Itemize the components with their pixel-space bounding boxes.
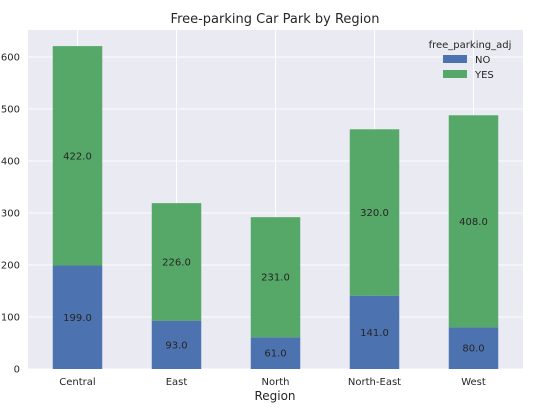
bar-yes-north [250, 217, 301, 338]
y-tick-label: 0 [14, 365, 20, 376]
data-label: 80.0 [462, 344, 484, 355]
x-axis-label: Region [254, 389, 295, 403]
data-label: 408.0 [459, 217, 488, 228]
data-label: 199.0 [63, 313, 92, 324]
y-axis: 0 100 200 300 400 500 600 [1, 53, 20, 376]
data-label: 93.0 [165, 340, 187, 351]
bars [52, 46, 499, 369]
data-label: 422.0 [63, 151, 92, 162]
bar-yes-north-east [349, 129, 400, 296]
bar-no-central [52, 265, 103, 369]
y-tick-label: 400 [1, 157, 20, 168]
bar-no-east [151, 320, 202, 369]
y-tick-label: 100 [1, 313, 20, 324]
bar-no-west [448, 327, 499, 369]
data-label: 226.0 [162, 257, 191, 268]
bar-yes-central [52, 46, 103, 266]
legend-label-yes: YES [474, 70, 494, 81]
bar-yes-east [151, 203, 202, 321]
y-tick-label: 500 [1, 105, 20, 116]
data-label: 320.0 [360, 208, 389, 219]
x-tick-label: East [166, 377, 188, 388]
data-label: 231.0 [261, 273, 290, 284]
x-tick-label: Central [59, 377, 95, 388]
legend-swatch-no [443, 55, 467, 63]
x-tick-label: West [461, 377, 486, 388]
x-tick-label: North-East [348, 377, 401, 388]
data-label: 61.0 [264, 349, 286, 360]
chart-title: Free-parking Car Park by Region [171, 12, 380, 27]
x-tick-label: North [262, 377, 290, 388]
y-tick-label: 300 [1, 209, 20, 220]
y-tick-label: 600 [1, 53, 20, 64]
legend-title: free_parking_adj [429, 40, 512, 51]
bar-no-north [250, 337, 301, 369]
legend: free_parking_adj NO YES [429, 40, 512, 81]
bar-no-north-east [349, 295, 400, 369]
x-axis: Central East North North-East West [59, 377, 486, 388]
data-label: 141.0 [360, 328, 389, 339]
legend-swatch-yes [443, 70, 467, 78]
bar-yes-west [448, 115, 499, 328]
y-tick-label: 200 [1, 261, 20, 272]
legend-label-no: NO [475, 55, 490, 66]
data-labels: 199.0 422.0 93.0 226.0 61.0 231.0 141.0 320.0 80… [63, 151, 488, 359]
